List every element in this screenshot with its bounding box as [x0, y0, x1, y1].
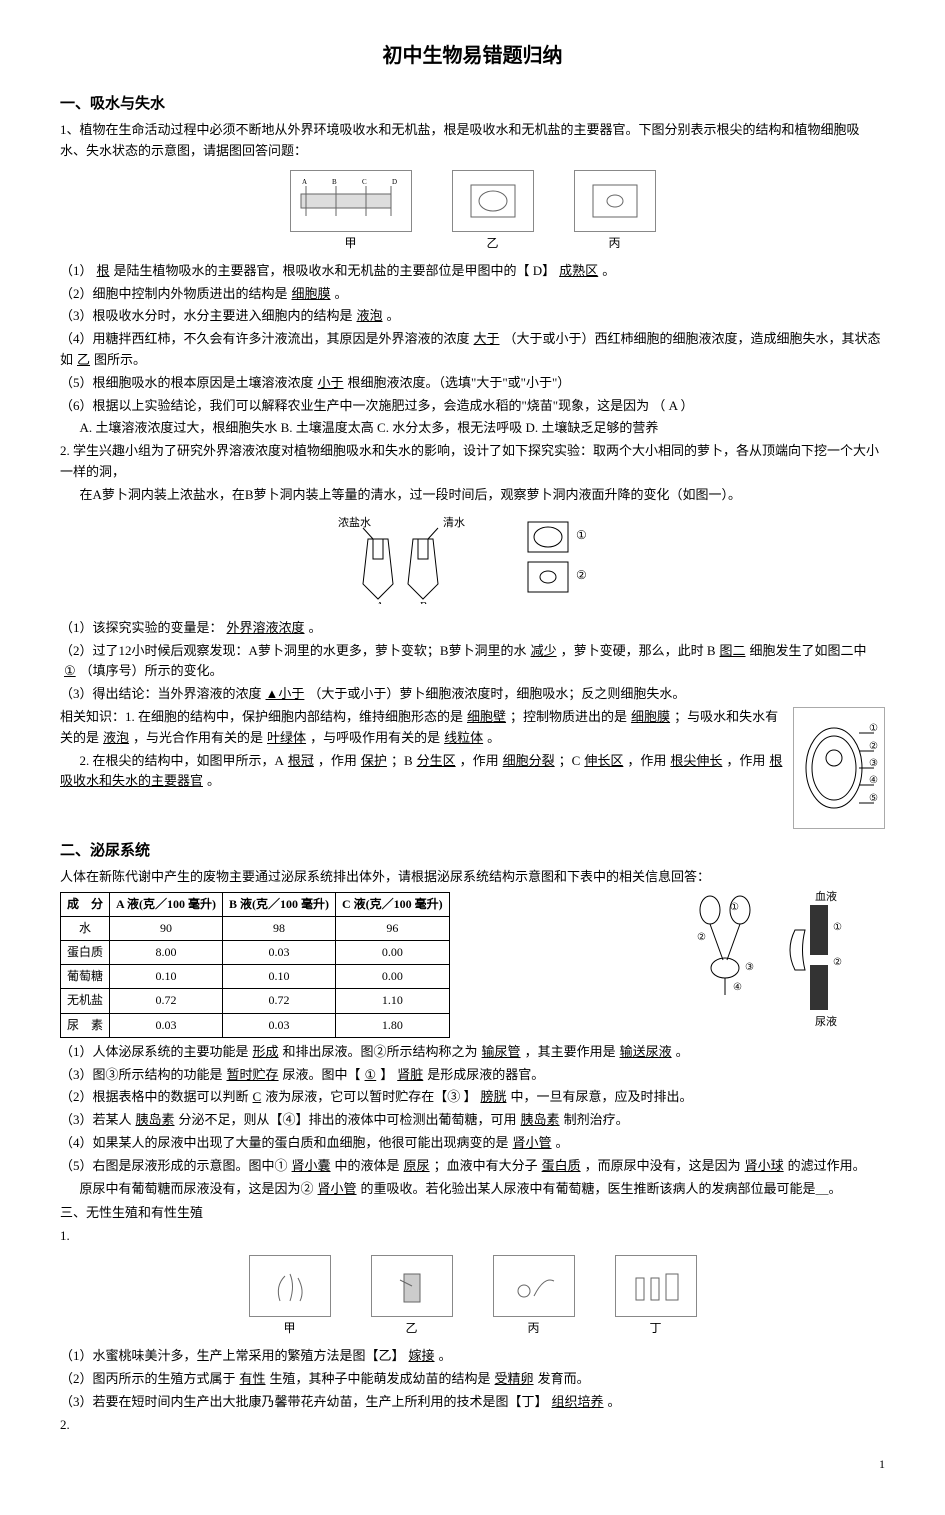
fig-cell-states: ① ②: [518, 514, 628, 604]
q2-1: （1）该探究实验的变量是：外界溶液浓度。: [60, 618, 885, 639]
s2-t5: （5）右图是尿液形成的示意图。图中①肾小囊中的液体是原尿；血液中有大分子蛋白质，…: [60, 1156, 885, 1177]
fig-root-tip: A B C D: [290, 170, 412, 232]
q1-2: （2）细胞中控制内外物质进出的结构是细胞膜。: [60, 284, 885, 305]
q1-5: （5）根细胞吸水的根本原因是土壤溶液浓度小于根细胞液浓度。（选填"大于"或"小于…: [60, 373, 885, 394]
q2-intro2: 在A萝卜洞内装上浓盐水，在B萝卜洞内装上等量的清水，过一段时间后，观察萝卜洞内液…: [60, 485, 885, 506]
svg-text:④: ④: [733, 982, 742, 993]
q1-6: （6）根据以上实验结论，我们可以解释农业生产中一次施肥过多，会造成水稻的"烧苗"…: [60, 396, 885, 417]
ans-q1-5: 小于: [314, 375, 348, 390]
q2-3: （3）得出结论：当外界溶液的浓度▲小于（大于或小于）萝卜细胞液浓度时，细胞吸水；…: [60, 684, 885, 705]
s2-t2: （2）根据表格中的数据可以判断C液为尿液，它可以暂时贮存在【③ 】膀胱中，一旦有…: [60, 1087, 885, 1108]
section1-header: 一、吸水与失水: [60, 92, 885, 116]
fig-yi: [371, 1255, 453, 1317]
svg-text:A: A: [376, 600, 384, 604]
svg-text:②: ②: [697, 932, 706, 943]
svg-text:②: ②: [869, 741, 878, 752]
ans-q1-3: 液泡: [353, 308, 387, 323]
s3-n2: 2.: [60, 1415, 885, 1436]
q2-intro: 2. 学生兴趣小组为了研究外界溶液浓度对植物细胞吸水和失水的影响，设计了如下探究…: [60, 441, 885, 483]
s2-t4: （4）如果某人的尿液中出现了大量的蛋白质和血细胞，他很可能出现病变的是肾小管。: [60, 1133, 885, 1154]
q1-3: （3）根吸收水分时，水分主要进入细胞内的结构是液泡。: [60, 306, 885, 327]
s2-intro: 人体在新陈代谢中产生的废物主要通过泌尿系统排出体外，请根据泌尿系统结构示意图和下…: [60, 867, 885, 888]
svg-text:C: C: [362, 178, 367, 186]
fig-ding: [615, 1255, 697, 1317]
svg-text:尿液: 尿液: [815, 1014, 837, 1028]
ans-q2-2b: 图二: [716, 643, 750, 658]
ans-q1-4a: 大于: [470, 331, 504, 346]
svg-text:清水: 清水: [443, 516, 465, 529]
svg-text:A: A: [302, 178, 307, 186]
svg-text:D: D: [392, 178, 397, 186]
ans-q2-2c: ①: [60, 663, 80, 678]
svg-text:浓盐水: 浓盐水: [338, 516, 371, 529]
q1-4: （4）用糖拌西红柿，不久会有许多汁液流出，其原因是外界溶液的浓度大于（大于或小于…: [60, 329, 885, 371]
fig-cell-swell: [452, 170, 534, 232]
section3-header: 三、无性生殖和有性生殖: [60, 1203, 885, 1224]
q1-intro: 1、植物在生命活动过程中必须不断地从外界环境吸收水和无机盐，根是吸收水和无机盐的…: [60, 120, 885, 162]
page-number: 1: [60, 1455, 885, 1474]
fig-jia: [249, 1255, 331, 1317]
q1-6-options: A. 土壤溶液浓度过大，根细胞失水 B. 土壤温度太高 C. 水分太多，根无法呼…: [60, 418, 885, 439]
svg-text:B: B: [332, 178, 337, 186]
svg-text:①: ①: [869, 723, 878, 734]
ans-q2-3: ▲小于: [262, 686, 309, 701]
fig1-label-c: 丙: [608, 236, 620, 250]
cell-structure-diagram: ① ② ③ ④ ⑤: [793, 707, 885, 829]
fig1-label-a: 甲: [344, 236, 356, 250]
related-2: 2. 在根尖的结构中，如图甲所示，A根冠，作用保护；B分生区，作用细胞分裂；C伸…: [60, 751, 885, 793]
s3-t2: （2）图丙所示的生殖方式属于有性生殖，其种子中能萌发成幼苗的结构是受精卵发育而。: [60, 1369, 885, 1390]
svg-text:①: ①: [576, 528, 587, 542]
svg-text:①: ①: [833, 922, 842, 933]
svg-text:③: ③: [745, 962, 754, 973]
doc-title: 初中生物易错题归纳: [60, 40, 885, 72]
s2-t1: （1）人体泌尿系统的主要功能是形成和排出尿液。图②所示结构称之为输尿管，其主要作…: [60, 1042, 885, 1063]
fig-radish: 浓盐水 A 清水 B: [318, 514, 478, 604]
s3-t3: （3）若要在短时间内生产出大批康乃馨带花卉幼苗，生产上所利用的技术是图【丁】组织…: [60, 1392, 885, 1413]
ans-q2-1: 外界溶液浓度: [223, 620, 309, 635]
svg-text:⑤: ⑤: [869, 793, 878, 804]
q1-1: （1）根是陆生植物吸水的主要器官，根吸收水和无机盐的主要部位是甲图中的【 D】成…: [60, 261, 885, 282]
ans-q1-4b: 乙: [73, 352, 94, 367]
s2-t6: 原尿中有葡萄糖而尿液没有，这是因为②肾小管的重吸收。若化验出某人尿液中有葡萄糖，…: [60, 1179, 885, 1200]
svg-text:③: ③: [869, 758, 878, 769]
svg-text:血液: 血液: [815, 890, 837, 903]
q2-figures: 浓盐水 A 清水 B ① ②: [60, 514, 885, 610]
s2-t3: （3）若某人胰岛素分泌不足，则从【④】排出的液体中可检测出葡萄糖，可用胰岛素制剂…: [60, 1110, 885, 1131]
fluid-table: 成 分A 液(克／100 毫升)B 液(克／100 毫升)C 液(克／100 毫…: [60, 892, 450, 1038]
svg-text:②: ②: [576, 568, 587, 582]
svg-text:④: ④: [869, 775, 878, 786]
ans-q1-1b: 成熟区: [555, 263, 602, 278]
fig-bing: [493, 1255, 575, 1317]
q1-figures: A B C D 甲 乙 丙: [60, 170, 885, 253]
ans-q1-1a: 根: [93, 263, 114, 278]
q2-2: （2）过了12小时候后观察发现：A萝卜洞里的水更多，萝卜变软；B萝卜洞里的水减少…: [60, 641, 885, 683]
ans-q2-2a: 减少: [527, 643, 561, 658]
s3-t1: （1）水蜜桃味美汁多，生产上常采用的繁殖方法是图【乙】嫁接。: [60, 1346, 885, 1367]
fig-cell-shrink: [574, 170, 656, 232]
section2-header: 二、泌尿系统: [60, 839, 885, 863]
s3-figures: 甲 乙 丙 丁: [60, 1255, 885, 1338]
s2-t1b: （3）图③所示结构的功能是暂时贮存尿液。图中【①】肾脏是形成尿液的器官。: [60, 1065, 885, 1086]
fig1-label-b: 乙: [486, 236, 498, 250]
related-1: 相关知识：1. 在细胞的结构中，保护细胞内部结构，维持细胞形态的是细胞壁；控制物…: [60, 707, 885, 749]
urinary-diagrams: ① ② ③ ④ 血液 ① ② 尿液: [685, 890, 885, 1030]
s3-n1: 1.: [60, 1226, 885, 1247]
ans-q1-2: 细胞膜: [288, 286, 335, 301]
svg-text:②: ②: [833, 957, 842, 968]
svg-text:B: B: [420, 600, 427, 604]
